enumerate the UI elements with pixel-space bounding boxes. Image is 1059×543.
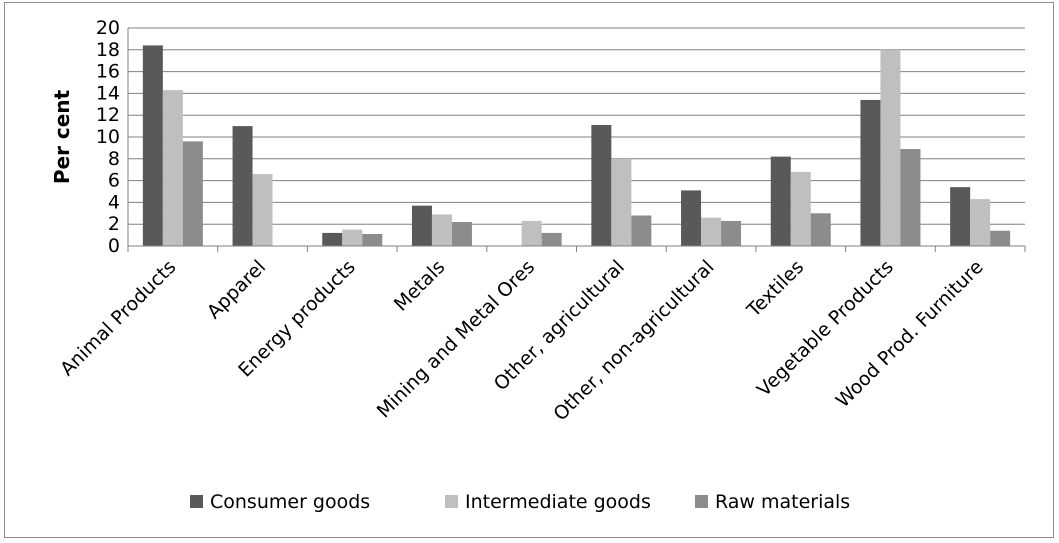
- gridlines: [128, 27, 1025, 225]
- bar: [631, 215, 652, 246]
- bar: [611, 158, 632, 246]
- bar: [810, 213, 831, 246]
- y-tick-label: 6: [108, 170, 120, 192]
- bar: [362, 234, 383, 246]
- y-tick-label: 2: [108, 213, 120, 235]
- bar: [411, 205, 432, 246]
- bar: [162, 90, 183, 246]
- bar: [342, 229, 363, 246]
- x-tick-label: Mining and Metal Ores: [373, 256, 539, 422]
- bar: [721, 220, 742, 246]
- legend-label: Consumer goods: [210, 491, 370, 513]
- bar: [970, 199, 991, 246]
- x-tick-label: Wood Prod. Furniture: [832, 256, 988, 412]
- bar: [701, 217, 722, 246]
- bar: [950, 187, 971, 246]
- bars: [142, 45, 1011, 246]
- legend-label: Intermediate goods: [465, 491, 651, 513]
- bar: [521, 220, 542, 246]
- chart-frame: 0 2 4 6 8 10 12 14 16 18 20 Animal Products Apparel…: [4, 2, 1054, 538]
- bar: [880, 49, 901, 246]
- y-tick-label: 16: [96, 61, 120, 83]
- bar: [990, 230, 1011, 246]
- x-tick-label: Metals: [390, 256, 450, 316]
- y-tick-label: 8: [108, 148, 120, 170]
- bar: [252, 174, 273, 246]
- y-axis-title: Per cent: [50, 89, 74, 184]
- y-tick-label: 18: [96, 39, 120, 61]
- y-tick-label: 4: [108, 191, 120, 213]
- legend-label: Raw materials: [715, 491, 850, 513]
- y-tick-label: 14: [96, 82, 120, 104]
- y-tick-label: 10: [96, 126, 120, 148]
- legend-swatch: [445, 495, 458, 508]
- bar: [681, 190, 702, 246]
- bar: [860, 99, 881, 246]
- bar: [322, 232, 343, 246]
- bar: [591, 125, 612, 246]
- legend-swatch: [190, 495, 203, 508]
- legend: Consumer goods Intermediate goods Raw mate…: [190, 491, 850, 513]
- bar: [142, 45, 163, 246]
- y-tick-label: 12: [96, 104, 120, 126]
- x-tick-label: Textiles: [742, 256, 808, 322]
- bar: [431, 214, 452, 246]
- x-tick-label: Apparel: [203, 256, 270, 323]
- bar: [451, 222, 472, 246]
- bar: [790, 171, 811, 246]
- axes: [127, 28, 1026, 252]
- bar: [232, 126, 253, 246]
- y-tick-label: 0: [108, 235, 120, 257]
- x-tick-label: Animal Products: [56, 256, 180, 380]
- bar: [541, 232, 562, 246]
- legend-swatch: [695, 495, 708, 508]
- bar: [770, 156, 791, 246]
- x-tick-label: Other, non-agricultural: [549, 256, 718, 425]
- bar: [900, 148, 921, 246]
- y-tick-label: 20: [96, 17, 120, 39]
- bar: [182, 141, 203, 246]
